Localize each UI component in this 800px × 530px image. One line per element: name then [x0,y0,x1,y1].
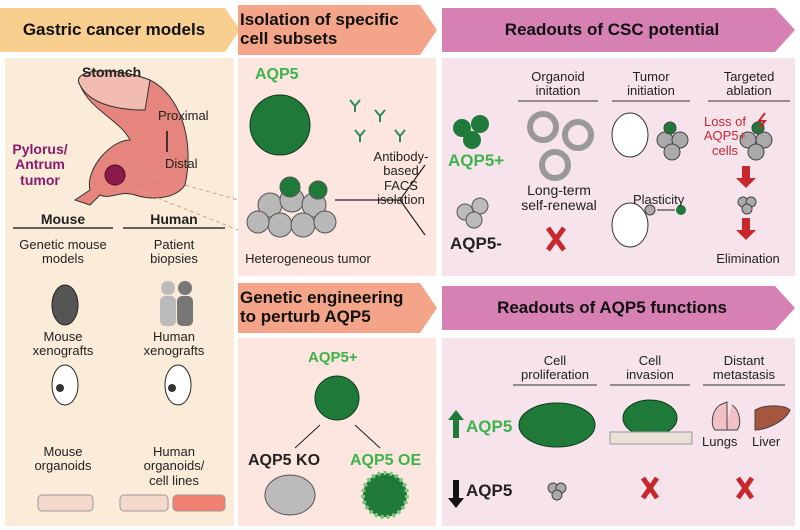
aqp5-oe-label: AQP5 OE [350,452,422,469]
stomach-label: Stomach [82,64,142,80]
up-arrow-icon [448,410,464,438]
heterogeneous-tumor-icon [246,176,337,238]
xenograft-mouse-icon [51,364,79,406]
down-arrow-icon-3 [448,480,464,508]
stomach-illustration [73,70,239,231]
oe-cell-icon [361,471,409,519]
aqp5-neg-label: AQP5- [450,234,502,253]
patient-silhouettes-icon [160,281,193,326]
epithelium-layer-icon [609,431,693,445]
mouse-heading: Mouse [40,211,86,227]
column-metastasis: Distant metastasis [712,353,776,383]
genetic-mouse-icon [51,284,79,326]
liver-icon [754,405,791,431]
human-organoid-dish-icon [119,494,169,512]
column-organoid: Organoid initation [531,69,585,99]
liver-label: Liver [752,434,781,449]
aqp5-ko-label: AQP5 KO [248,452,321,469]
column-proliferation: Cell proliferation [521,353,589,383]
elimination-label: Elimination [716,251,780,266]
loss-label: Loss of AQP5+ cells [703,114,747,158]
distal-label: Distal [165,156,198,171]
mouse-organoid-dish-icon [37,494,94,512]
self-renewal-label: Long-term self-renewal [521,182,597,214]
header-functions: Readouts of AQP5 functions [497,297,727,317]
header-models: Gastric cancer models [22,19,206,39]
aqp5-cell-icon [249,94,311,156]
cell-line-dish-icon [172,494,226,512]
aqp5-pos-label: AQP5+ [448,151,505,170]
human-item-3: Human organoids/ cell lines [143,444,205,488]
header-arrow-csc [442,8,795,52]
header-arrow-functions [442,286,795,330]
split-arrow [335,164,426,236]
aqp5-label: AQP5 [255,66,299,83]
header-isolation: Isolation of specific cell subsets [240,10,399,48]
plasticity-label: Plasticity [633,192,685,207]
header-csc: Readouts of CSC potential [504,19,720,39]
facs-label: Antibody-based FACS isolation [373,149,429,207]
x-mark-icon [545,226,567,252]
x-mark-icon-2 [640,476,660,500]
human-item-1: Patient biopsies [150,237,198,267]
engineering-aqp5-pos-label: AQP5+ [308,349,358,366]
proliferation-cluster-icon [518,402,596,448]
heterogeneous-tumor-label: Heterogeneous tumor [245,251,371,266]
tumor-label: Pylorus/ Antrum tumor [12,141,68,188]
column-tumor-initiation: Tumor initiation [627,69,675,99]
down-arrow-icon-2 [736,218,756,240]
aqp5-pos-cells-icon [453,115,489,149]
mouse-item-1: Genetic mouse models [19,237,107,267]
aqp5-neg-cells-icon [456,197,489,229]
isolation-panel [238,58,436,276]
header-arrow-engineering [238,283,437,333]
header-arrow-isolation [238,5,437,55]
organoid-icons [527,111,594,181]
proximal-label: Proximal [158,108,209,123]
lightning-icon [757,112,767,130]
column-invasion: Cell invasion [626,353,674,383]
lungs-label: Lungs [702,434,738,449]
human-item-2: Human xenografts [143,329,205,359]
plasticity-mouse-icon [611,202,649,248]
human-heading: Human [150,211,198,227]
header-arrow-models [0,8,240,52]
aqp5-down-label: AQP5 [466,481,513,500]
models-panel [5,58,234,526]
column-targeted-ablation: Targeted ablation [723,69,775,99]
aqp5-up-label: AQP5 [466,417,513,436]
x-mark-icon-3 [735,476,755,500]
tumor-initiation-mouse-icon [611,112,649,158]
down-arrow-icon [736,166,756,188]
antibody-icons [349,99,406,142]
invasion-cluster-icon [622,399,678,437]
mouse-item-2: Mouse xenografts [32,329,94,359]
aqp5-pos-cell-icon [314,375,360,421]
mouse-item-3: Mouse organoids [34,444,92,474]
header-engineering: Genetic engineering to perturb AQP5 [240,288,404,326]
ko-cell-icon [264,474,316,516]
human-xenograft-mouse-icon [164,364,192,406]
lungs-icon [711,401,741,431]
